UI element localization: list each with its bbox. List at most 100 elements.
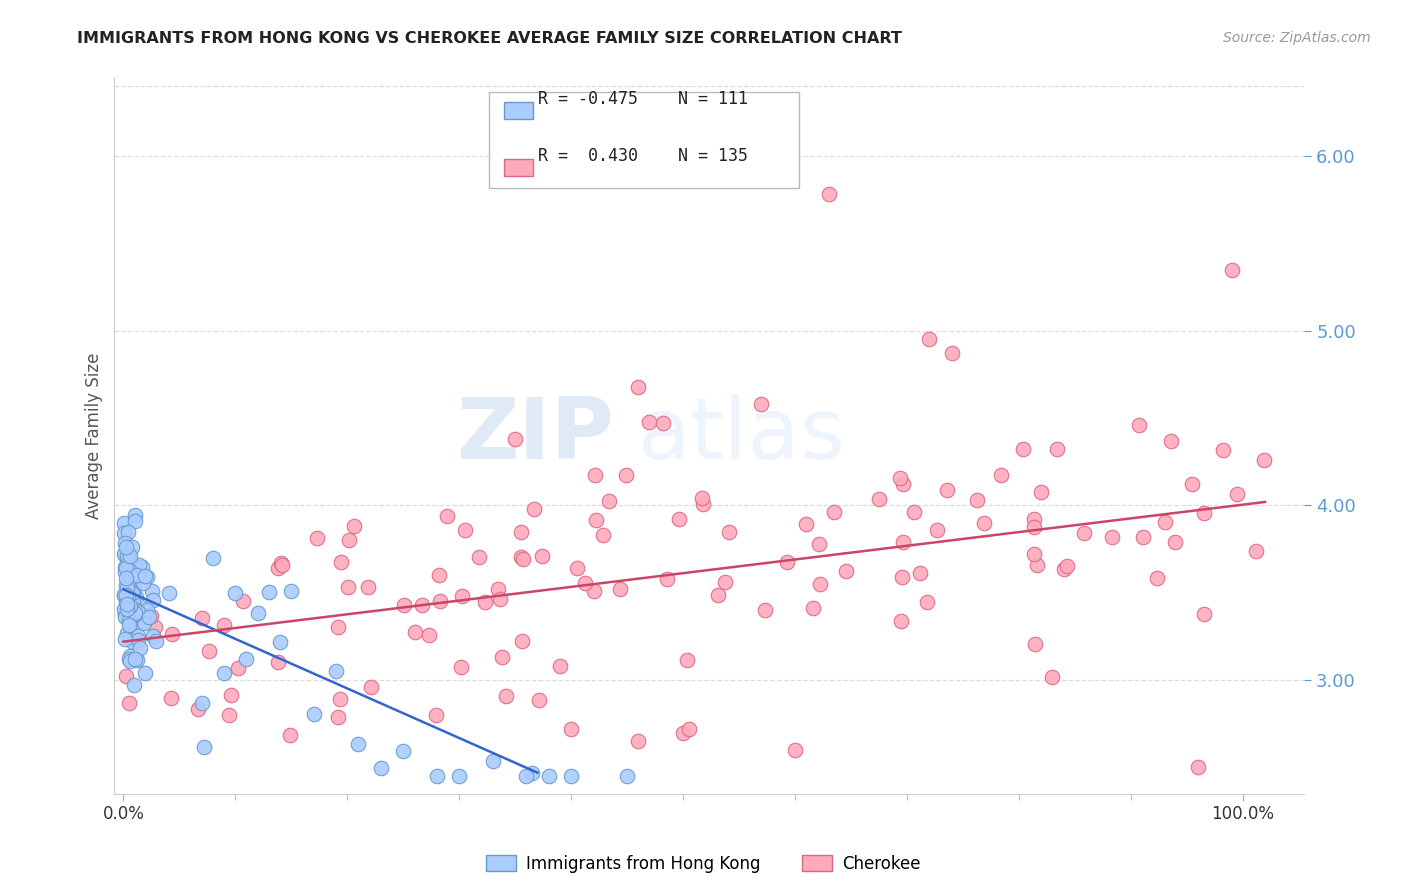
- Point: [337, 533, 360, 548]
- Point: [707, 589, 730, 603]
- Point: [114, 588, 136, 602]
- Point: [128, 558, 150, 572]
- Point: [124, 620, 146, 634]
- Point: [325, 664, 347, 678]
- Point: [235, 651, 257, 665]
- Point: [118, 549, 141, 563]
- Point: [134, 665, 156, 680]
- Point: [868, 492, 890, 507]
- Point: [121, 540, 143, 554]
- Point: [326, 710, 349, 724]
- Point: [713, 575, 735, 590]
- Point: [115, 625, 138, 640]
- Point: [142, 629, 165, 643]
- Point: [121, 586, 143, 600]
- Point: [810, 577, 832, 591]
- Point: [520, 765, 543, 780]
- Point: [326, 619, 349, 633]
- Point: [1022, 547, 1045, 561]
- Point: [1253, 453, 1275, 467]
- Point: [228, 661, 250, 675]
- Point: [157, 586, 180, 600]
- Point: [1024, 511, 1046, 525]
- Point: [512, 551, 534, 566]
- Point: [918, 333, 941, 347]
- Point: [117, 602, 139, 616]
- Point: [190, 696, 212, 710]
- Point: [115, 549, 138, 564]
- Point: [627, 734, 650, 748]
- Point: [127, 629, 149, 643]
- Point: [1220, 262, 1243, 277]
- Point: [136, 603, 159, 617]
- Point: [115, 561, 138, 575]
- Point: [117, 583, 139, 598]
- Point: [118, 618, 141, 632]
- Point: [1024, 520, 1046, 534]
- Point: [531, 549, 554, 564]
- Point: [141, 608, 163, 623]
- Point: [1212, 442, 1234, 457]
- Point: [114, 525, 136, 540]
- Point: [134, 569, 156, 583]
- Text: atlas: atlas: [638, 394, 846, 477]
- Point: [115, 557, 138, 571]
- Point: [1226, 486, 1249, 500]
- Point: [678, 723, 700, 737]
- Point: [404, 625, 426, 640]
- Point: [668, 512, 690, 526]
- Point: [598, 493, 620, 508]
- Point: [426, 769, 449, 783]
- Point: [1025, 558, 1047, 573]
- Point: [718, 525, 741, 540]
- Point: [527, 692, 550, 706]
- Point: [120, 551, 142, 566]
- Point: [754, 603, 776, 617]
- Point: [118, 652, 141, 666]
- Point: [1160, 434, 1182, 448]
- Point: [120, 572, 142, 586]
- Point: [690, 491, 713, 505]
- Point: [124, 651, 146, 665]
- Point: [280, 584, 302, 599]
- Point: [118, 697, 141, 711]
- Point: [1154, 515, 1177, 529]
- Point: [117, 581, 139, 595]
- Point: [138, 610, 160, 624]
- Point: [941, 346, 963, 360]
- Point: [127, 599, 149, 613]
- Point: [823, 505, 845, 519]
- Point: [257, 584, 280, 599]
- Point: [343, 519, 366, 533]
- Point: [115, 594, 138, 608]
- Point: [966, 492, 988, 507]
- Point: [129, 641, 152, 656]
- Point: [450, 660, 472, 674]
- Point: [616, 769, 638, 783]
- Point: [124, 508, 146, 523]
- Point: [370, 761, 392, 775]
- Point: [160, 691, 183, 706]
- Point: [451, 589, 474, 603]
- Point: [218, 707, 240, 722]
- Point: [127, 568, 149, 582]
- Point: [114, 606, 136, 620]
- Point: [124, 607, 146, 621]
- Text: Source: ZipAtlas.com: Source: ZipAtlas.com: [1223, 31, 1371, 45]
- Point: [121, 625, 143, 640]
- Point: [891, 477, 914, 491]
- Point: [125, 603, 148, 617]
- Y-axis label: Average Family Size: Average Family Size: [86, 352, 103, 519]
- Point: [198, 644, 221, 658]
- Point: [1132, 530, 1154, 544]
- Point: [270, 558, 292, 572]
- Point: [136, 607, 159, 622]
- Point: [776, 555, 799, 569]
- Point: [145, 633, 167, 648]
- Point: [120, 570, 142, 584]
- Point: [131, 560, 153, 574]
- Point: [232, 593, 254, 607]
- Point: [114, 588, 136, 602]
- Point: [267, 561, 290, 575]
- Point: [592, 528, 614, 542]
